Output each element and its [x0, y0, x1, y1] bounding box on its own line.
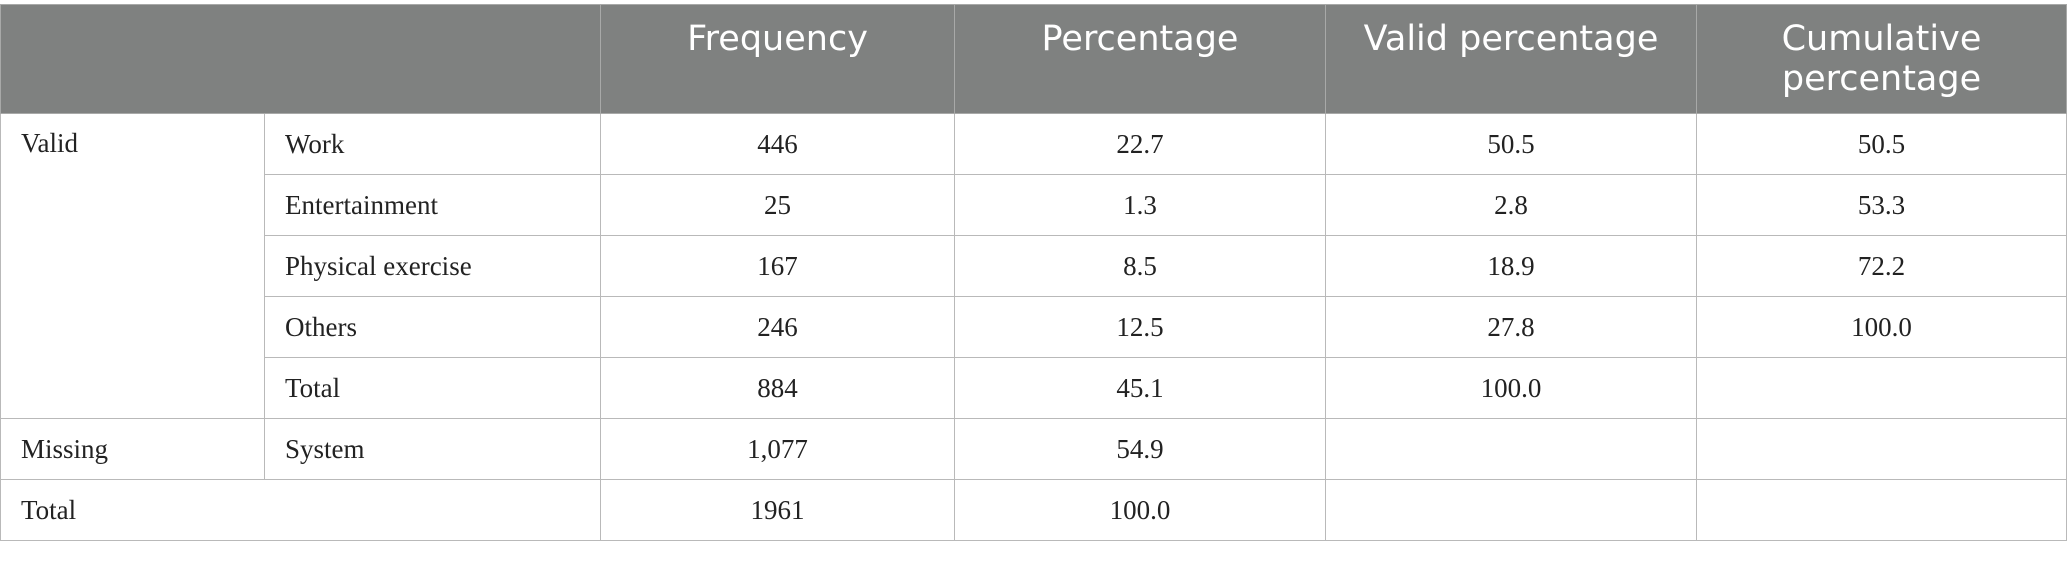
valid-percentage-cell: 100.0 — [1325, 357, 1697, 419]
valid-percentage-cell — [1325, 418, 1697, 480]
cumulative-percentage-cell: 50.5 — [1696, 113, 2067, 175]
category-cell: Others — [264, 296, 601, 358]
table-row: Missing System 1,077 54.9 — [0, 418, 2067, 480]
frequency-table: Frequency Percentage Valid percentage Cu… — [0, 4, 2067, 541]
group-label-missing: Missing — [0, 418, 265, 480]
header-frequency: Frequency — [600, 4, 955, 114]
table-row: Entertainment 25 1.3 2.8 53.3 — [1, 174, 2067, 236]
frequency-cell: 884 — [600, 357, 955, 419]
table-row: Total 1961 100.0 — [0, 479, 2067, 541]
header-cumulative-percentage: Cumulative percentage — [1696, 4, 2067, 114]
percentage-cell: 12.5 — [954, 296, 1326, 358]
valid-percentage-cell: 2.8 — [1325, 174, 1697, 236]
category-cell: System — [264, 418, 601, 480]
table-row: Valid Work 446 22.7 50.5 50.5 — [0, 113, 2067, 419]
frequency-cell: 167 — [600, 235, 955, 297]
valid-percentage-cell — [1325, 479, 1697, 541]
header-row: Frequency Percentage Valid percentage Cu… — [0, 4, 2067, 114]
frequency-cell: 1961 — [600, 479, 955, 541]
cumulative-percentage-cell: 72.2 — [1696, 235, 2067, 297]
table-row: Others 246 12.5 27.8 100.0 — [1, 296, 2067, 358]
valid-percentage-cell: 50.5 — [1325, 113, 1697, 175]
valid-percentage-cell: 27.8 — [1325, 296, 1697, 358]
total-label: Total — [0, 479, 601, 541]
category-cell: Entertainment — [264, 174, 601, 236]
group-label-valid: Valid — [0, 113, 265, 419]
category-cell: Physical exercise — [264, 235, 601, 297]
header-valid-percentage: Valid percentage — [1325, 4, 1697, 114]
percentage-cell: 22.7 — [954, 113, 1326, 175]
table-row: Physical exercise 167 8.5 18.9 72.2 — [1, 235, 2067, 297]
cumulative-percentage-cell — [1696, 357, 2067, 419]
frequency-cell: 25 — [600, 174, 955, 236]
table-row: Total 884 45.1 100.0 — [1, 357, 2067, 419]
percentage-cell: 54.9 — [954, 418, 1326, 480]
cumulative-percentage-cell: 100.0 — [1696, 296, 2067, 358]
frequency-cell: 1,077 — [600, 418, 955, 480]
percentage-cell: 8.5 — [954, 235, 1326, 297]
percentage-cell: 1.3 — [954, 174, 1326, 236]
percentage-cell: 100.0 — [954, 479, 1326, 541]
percentage-cell: 45.1 — [954, 357, 1326, 419]
category-cell: Total — [264, 357, 601, 419]
frequency-cell: 246 — [600, 296, 955, 358]
cumulative-percentage-cell — [1696, 418, 2067, 480]
category-cell: Work — [264, 113, 601, 175]
valid-percentage-cell: 18.9 — [1325, 235, 1697, 297]
table-container: Frequency Percentage Valid percentage Cu… — [0, 4, 2067, 541]
frequency-cell: 446 — [600, 113, 955, 175]
header-empty — [0, 4, 601, 114]
cumulative-percentage-cell: 53.3 — [1696, 174, 2067, 236]
header-percentage: Percentage — [954, 4, 1326, 114]
cumulative-percentage-cell — [1696, 479, 2067, 541]
